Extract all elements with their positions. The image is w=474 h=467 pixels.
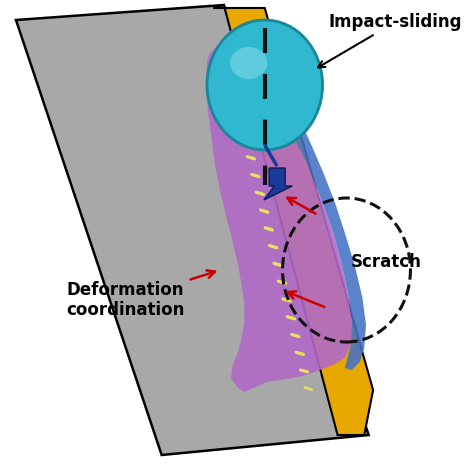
Polygon shape <box>213 5 373 435</box>
Polygon shape <box>16 5 369 455</box>
Circle shape <box>207 20 322 150</box>
Polygon shape <box>240 35 366 370</box>
Polygon shape <box>264 168 292 200</box>
Text: Impact-sliding: Impact-sliding <box>318 13 462 67</box>
Ellipse shape <box>230 47 267 79</box>
Text: Scratch: Scratch <box>351 253 422 271</box>
Polygon shape <box>206 38 352 392</box>
Text: Deformation
coordination: Deformation coordination <box>67 270 215 319</box>
